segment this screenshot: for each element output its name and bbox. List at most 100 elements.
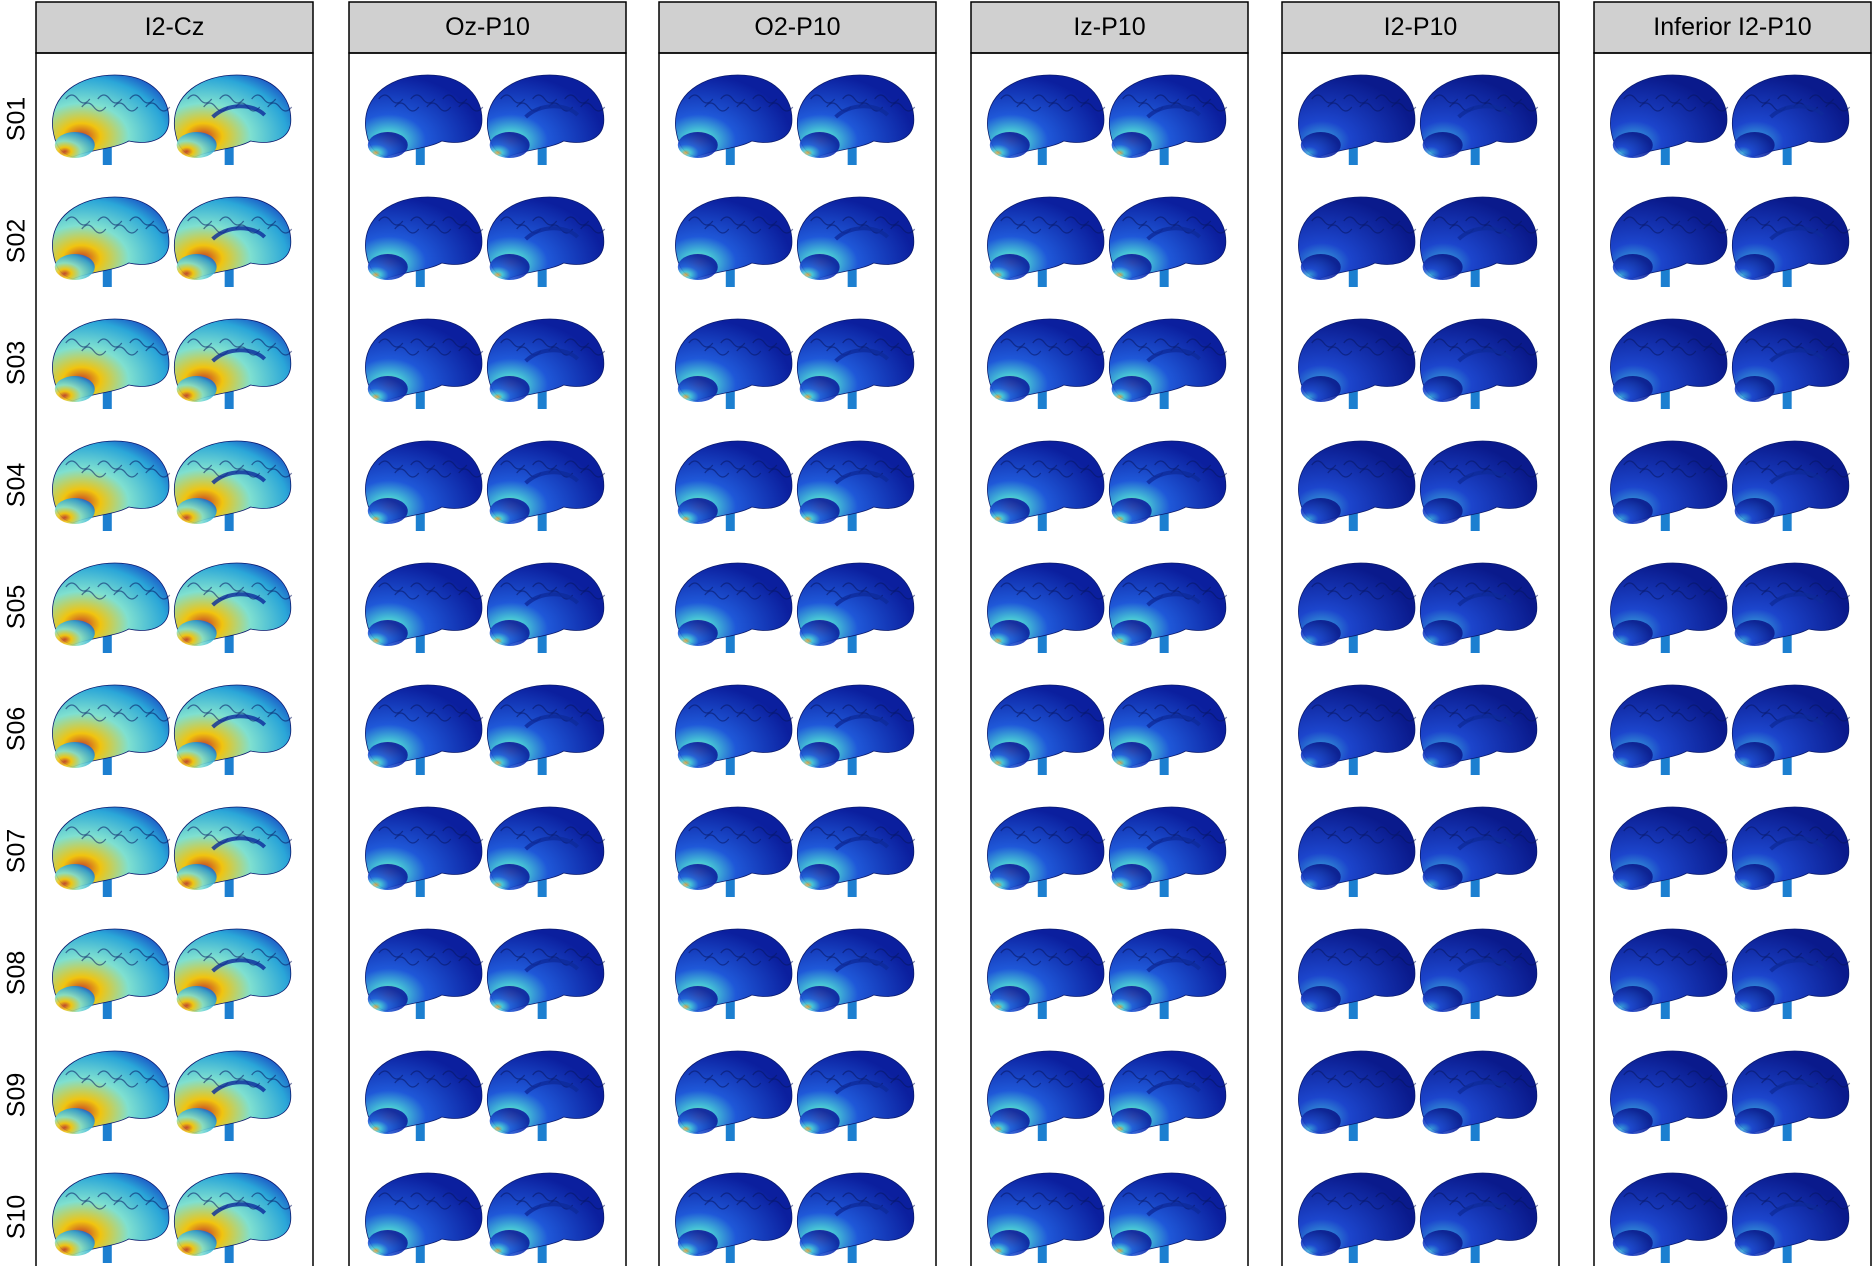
cerebellum: [677, 254, 718, 280]
brainstem: [1037, 995, 1047, 1019]
brain-medial: [1420, 1172, 1539, 1263]
brain-medial: [487, 806, 606, 897]
sulcus: [394, 224, 420, 234]
brainstem: [415, 873, 425, 897]
brain-lateral: [52, 196, 171, 287]
sulcus: [65, 826, 91, 836]
corpus-callosum: [524, 104, 580, 119]
brain-medial: [1420, 684, 1539, 775]
brain-medial: [1732, 1050, 1851, 1141]
brain-medial: [797, 196, 916, 287]
brainstem: [1348, 263, 1358, 287]
sulcus: [1343, 1070, 1369, 1080]
sulcus: [97, 704, 123, 714]
brainstem: [1782, 629, 1792, 653]
sulcus: [1639, 346, 1665, 356]
sulcus: [145, 590, 171, 600]
sulcus: [81, 1200, 107, 1210]
corpus-callosum: [1769, 226, 1825, 241]
sulcus: [97, 338, 123, 348]
sulcus: [1671, 590, 1697, 600]
cerebellum: [1612, 132, 1653, 158]
sulcus: [580, 102, 606, 112]
sulcus: [1122, 582, 1148, 592]
sulcus: [1032, 704, 1058, 714]
sulcus: [1433, 216, 1459, 226]
sulcus: [458, 834, 484, 844]
sulcus: [442, 948, 468, 958]
cerebellum: [677, 376, 718, 402]
cerebellum: [176, 1230, 217, 1256]
sulcus: [81, 834, 107, 844]
row-label: S01: [3, 97, 31, 141]
row-label: S08: [3, 951, 31, 995]
brainstem: [1348, 873, 1358, 897]
sulcus: [378, 582, 404, 592]
sulcus: [1655, 1070, 1681, 1080]
brain-lateral: [1298, 562, 1417, 653]
brain-lateral: [365, 1050, 484, 1141]
cerebellum: [1734, 376, 1775, 402]
sulcus: [145, 834, 171, 844]
cerebellum: [54, 498, 95, 524]
sulcus: [1671, 346, 1697, 356]
brain-medial: [797, 1050, 916, 1141]
cerebellum: [54, 132, 95, 158]
sulcus: [564, 704, 590, 714]
sulcus: [768, 468, 794, 478]
sulcus: [65, 704, 91, 714]
sulcus: [1016, 1200, 1042, 1210]
brainstem: [1037, 141, 1047, 165]
sulcus: [394, 102, 420, 112]
brainstem: [102, 629, 112, 653]
cerebellum: [54, 1108, 95, 1134]
sulcus: [1359, 224, 1385, 234]
brainstem: [1782, 1239, 1792, 1263]
cerebellum: [489, 498, 530, 524]
corpus-callosum: [834, 836, 890, 851]
sulcus: [1777, 582, 1803, 592]
sulcus: [1433, 948, 1459, 958]
sulcus: [752, 704, 778, 714]
brainstem: [415, 751, 425, 775]
cerebellum: [176, 620, 217, 646]
sulcus: [1703, 102, 1729, 112]
brain-lateral: [52, 562, 171, 653]
brainstem: [537, 507, 547, 531]
corpus-callosum: [1457, 836, 1513, 851]
sulcus: [113, 1078, 139, 1088]
brain-lateral: [1298, 1050, 1417, 1141]
sulcus: [1202, 590, 1228, 600]
corpus-callosum: [211, 714, 267, 729]
sulcus: [219, 338, 245, 348]
brain-medial: [1109, 74, 1228, 165]
row-label: S10: [3, 1195, 31, 1239]
sulcus: [251, 1070, 277, 1080]
sulcus: [720, 460, 746, 470]
sulcus: [500, 948, 526, 958]
sulcus: [1122, 826, 1148, 836]
cerebellum: [1300, 742, 1341, 768]
sulcus: [1703, 956, 1729, 966]
sulcus: [1639, 956, 1665, 966]
sulcus: [1703, 224, 1729, 234]
sulcus: [688, 582, 714, 592]
brainstem: [1159, 629, 1169, 653]
sulcus: [442, 704, 468, 714]
sulcus: [1687, 94, 1713, 104]
cerebellum: [1734, 132, 1775, 158]
brainstem: [1159, 263, 1169, 287]
sulcus: [1825, 224, 1851, 234]
sulcus: [704, 1200, 730, 1210]
sulcus: [1343, 582, 1369, 592]
sulcus: [1343, 338, 1369, 348]
corpus-callosum: [524, 1202, 580, 1217]
sulcus: [129, 216, 155, 226]
sulcus: [810, 216, 836, 226]
sulcus: [378, 1192, 404, 1202]
brainstem: [1159, 751, 1169, 775]
sulcus: [874, 460, 900, 470]
brainstem: [224, 629, 234, 653]
row-label: S06: [3, 707, 31, 751]
sulcus: [736, 1078, 762, 1088]
